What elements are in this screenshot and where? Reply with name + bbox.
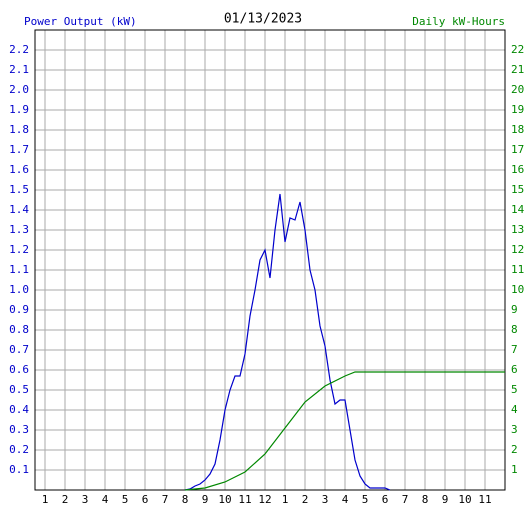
y2-tick-label: 22: [511, 43, 524, 56]
x-tick-label: 8: [422, 493, 429, 506]
y-tick-label: 1.8: [9, 123, 29, 136]
x-tick-label: 6: [382, 493, 389, 506]
y2-tick-label: 3: [511, 423, 518, 436]
x-tick-label: 10: [218, 493, 231, 506]
series-line: [184, 371, 505, 491]
y2-tick-label: 19: [511, 103, 524, 116]
x-tick-label: 1: [282, 493, 289, 506]
y2-tick-label: 14: [511, 203, 525, 216]
y-tick-label: 0.6: [9, 363, 29, 376]
y-tick-label: 1.0: [9, 283, 29, 296]
y-tick-label: 1.3: [9, 223, 29, 236]
x-tick-label: 11: [478, 493, 491, 506]
y-tick-label: 1.1: [9, 263, 29, 276]
y-tick-label: 1.7: [9, 143, 29, 156]
x-tick-label: 7: [162, 493, 169, 506]
y-tick-label: 0.1: [9, 463, 29, 476]
x-tick-label: 5: [122, 493, 129, 506]
x-tick-label: 7: [402, 493, 409, 506]
y2-tick-label: 17: [511, 143, 524, 156]
y-tick-label: 1.5: [9, 183, 29, 196]
y2-tick-label: 5: [511, 383, 518, 396]
x-tick-label: 4: [342, 493, 349, 506]
y-tick-label: 0.8: [9, 323, 29, 336]
y-tick-label: 2.2: [9, 43, 29, 56]
plot-frame: [34, 29, 506, 491]
x-tick-label: 8: [182, 493, 189, 506]
x-tick-label: 3: [82, 493, 89, 506]
chart-title: 01/13/2023: [224, 12, 302, 27]
y-tick-label: 0.2: [9, 443, 29, 456]
y-tick-label: 1.9: [9, 103, 29, 116]
x-tick-label: 9: [202, 493, 209, 506]
y-tick-label: 0.9: [9, 303, 29, 316]
y2-tick-label: 16: [511, 163, 524, 176]
x-tick-label: 1: [42, 493, 49, 506]
y2-tick-label: 8: [511, 323, 518, 336]
y-tick-label: 0.7: [9, 343, 29, 356]
y2-tick-label: 20: [511, 83, 524, 96]
x-tick-label: 5: [362, 493, 369, 506]
x-tick-label: 4: [102, 493, 109, 506]
y2-tick-label: 6: [511, 363, 518, 376]
x-tick-label: 3: [322, 493, 329, 506]
y-tick-label: 2.0: [9, 83, 29, 96]
y2-tick-label: 1: [511, 463, 518, 476]
x-tick-label: 10: [458, 493, 471, 506]
y2-tick-label: 2: [511, 443, 518, 456]
y-tick-label: 1.4: [9, 203, 29, 216]
x-tick-label: 12: [258, 493, 271, 506]
y2-tick-label: 11: [511, 263, 524, 276]
x-tick-label: 6: [142, 493, 149, 506]
x-tick-label: 2: [302, 493, 309, 506]
y-tick-label: 0.5: [9, 383, 29, 396]
y2-tick-label: 12: [511, 243, 524, 256]
y-tick-label: 0.3: [9, 423, 29, 436]
x-tick-label: 2: [62, 493, 69, 506]
y2-tick-label: 13: [511, 223, 524, 236]
y-tick-label: 0.4: [9, 403, 29, 416]
y2-tick-label: 4: [511, 403, 518, 416]
y2-tick-label: 7: [511, 343, 518, 356]
y2-tick-label: 21: [511, 63, 524, 76]
y-tick-label: 1.6: [9, 163, 29, 176]
x-tick-label: 9: [442, 493, 449, 506]
y2-tick-label: 18: [511, 123, 524, 136]
y-axis-label: Power Output (kW): [24, 15, 137, 28]
x-tick-label: 11: [238, 493, 251, 506]
series-line: [184, 193, 391, 491]
y2-tick-label: 9: [511, 303, 518, 316]
y2-tick-label: 15: [511, 183, 524, 196]
y2-axis-label: Daily kW-Hours: [412, 15, 505, 28]
y-tick-label: 1.2: [9, 243, 29, 256]
y-tick-label: 2.1: [9, 63, 29, 76]
y2-tick-label: 10: [511, 283, 524, 296]
